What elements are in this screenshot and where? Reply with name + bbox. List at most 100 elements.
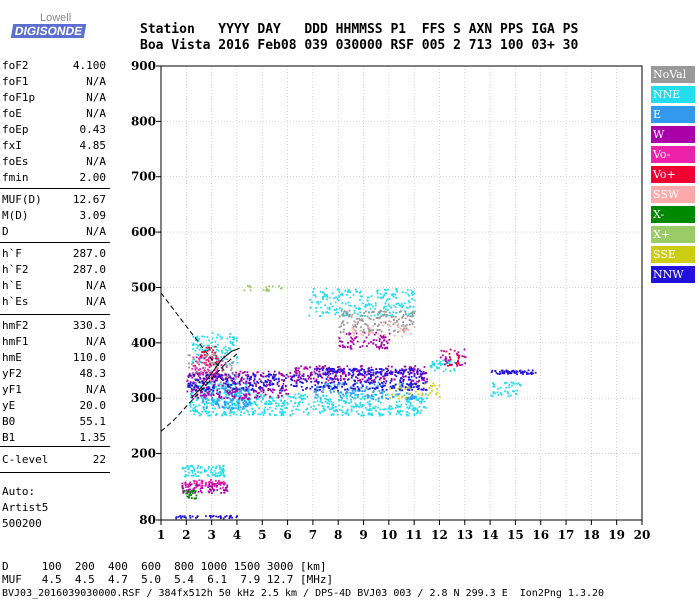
- echo-point-nne: [217, 472, 220, 474]
- echo-point-nne: [216, 343, 219, 346]
- echo-point-sse: [436, 388, 439, 390]
- legend-item-noval: NoVal: [651, 66, 695, 83]
- echo-point-w: [349, 347, 352, 350]
- echo-point-w: [282, 374, 285, 377]
- echo-point-nnw: [501, 371, 504, 373]
- echo-point-w: [363, 374, 366, 377]
- echo-point-nnw: [253, 373, 256, 376]
- echo-point-nne: [221, 351, 224, 354]
- echo-point-nne: [307, 412, 310, 414]
- echo-point-nnw: [375, 368, 378, 370]
- echo-point-nnw: [326, 373, 329, 375]
- echo-point-e: [231, 403, 234, 406]
- echo-point-nne: [200, 342, 203, 345]
- echo-point-w: [402, 380, 404, 382]
- echo-point-noval: [208, 360, 211, 363]
- echo-point-e: [397, 393, 400, 396]
- echo-point-nne: [201, 335, 203, 338]
- echo-point-noval: [210, 370, 213, 372]
- echo-point-sse: [421, 392, 424, 395]
- echo-point-w: [267, 378, 269, 381]
- echo-point-nne: [329, 398, 332, 401]
- echo-point-e: [338, 382, 341, 384]
- echo-point-w: [189, 381, 192, 383]
- echo-point-nnw: [501, 369, 504, 372]
- echo-point-nnw: [384, 382, 387, 385]
- param-label-13: h`E: [2, 279, 22, 292]
- echo-point-nnw: [408, 378, 410, 381]
- echo-point-nne: [198, 344, 201, 347]
- x-tick-label: 7: [309, 528, 317, 542]
- echo-point-w: [373, 378, 376, 381]
- echo-point-noval: [219, 381, 222, 384]
- echo-point-nne: [262, 414, 265, 417]
- echo-point-w: [277, 396, 280, 399]
- echo-point-w: [190, 390, 193, 393]
- echo-point-nnw: [201, 381, 204, 384]
- logo-lowell: Lowell: [40, 12, 72, 24]
- echo-point-nne: [326, 402, 329, 404]
- echo-point-nne: [362, 396, 365, 399]
- echo-point-nne: [356, 313, 359, 315]
- echo-point-w: [370, 341, 372, 343]
- echo-point-nnw: [413, 372, 416, 375]
- echo-point-nne: [217, 333, 220, 336]
- echo-point-e: [400, 383, 403, 385]
- echo-point-w: [222, 384, 224, 387]
- x-tick-label: 18: [583, 528, 600, 542]
- echo-point-w: [196, 484, 199, 487]
- echo-point-nne: [382, 296, 385, 299]
- echo-point-nnw: [181, 515, 184, 518]
- echo-point-noval: [187, 354, 190, 357]
- echo-point-nnw: [245, 388, 248, 391]
- echo-point-w: [262, 375, 265, 378]
- echo-point-nnw: [183, 515, 186, 518]
- echo-point-nne: [224, 413, 226, 416]
- echo-point-noval: [390, 316, 393, 318]
- echo-point-w: [216, 489, 219, 491]
- echo-point-vo: [218, 479, 220, 482]
- echo-point-noval: [377, 311, 380, 313]
- echo-point-nnw: [334, 386, 337, 388]
- legend-item-nne: NNE: [651, 86, 695, 103]
- echo-point-nne: [384, 292, 387, 295]
- echo-point-nnw: [410, 382, 413, 385]
- echo-point-nne: [338, 399, 341, 402]
- echo-point-nne: [231, 343, 234, 345]
- echo-point-nnw: [363, 371, 366, 373]
- echo-point-vo: [195, 367, 198, 370]
- echo-point-nne: [399, 305, 402, 307]
- echo-point-vo: [207, 368, 209, 371]
- echo-point-e: [218, 406, 221, 409]
- echo-point-w: [426, 380, 428, 383]
- echo-point-nne: [283, 411, 286, 414]
- echo-point-vo: [203, 356, 206, 359]
- echo-point-nne: [379, 293, 382, 296]
- echo-point-nne: [196, 398, 199, 401]
- echo-point-nnw: [207, 374, 209, 377]
- echo-point-vo: [215, 357, 218, 360]
- echo-point-nnw: [328, 387, 330, 390]
- echo-point-ssw: [389, 320, 392, 323]
- echo-point-nnw: [290, 383, 293, 386]
- echo-point-nnw: [359, 381, 362, 384]
- echo-point-w: [324, 371, 327, 374]
- echo-point-noval: [378, 323, 380, 326]
- echo-point-nnw: [417, 385, 419, 387]
- echo-point-nnw: [196, 515, 199, 518]
- echo-point-nnw: [415, 376, 418, 379]
- param-value-11: 287.0: [72, 247, 106, 260]
- echo-point-nne: [216, 397, 218, 400]
- echo-point-w: [309, 366, 311, 369]
- echo-point-noval: [234, 375, 236, 378]
- echo-point-w: [223, 397, 225, 400]
- echo-point-nne: [449, 370, 452, 372]
- echo-point-nne: [385, 305, 387, 308]
- echo-point-w: [184, 481, 187, 484]
- echo-point-nne: [267, 403, 270, 406]
- echo-point-vo: [224, 362, 227, 364]
- echo-point-w: [330, 381, 333, 384]
- echo-point-nne: [374, 307, 377, 310]
- echo-point-nne: [291, 409, 293, 412]
- echo-point-sse: [404, 388, 407, 390]
